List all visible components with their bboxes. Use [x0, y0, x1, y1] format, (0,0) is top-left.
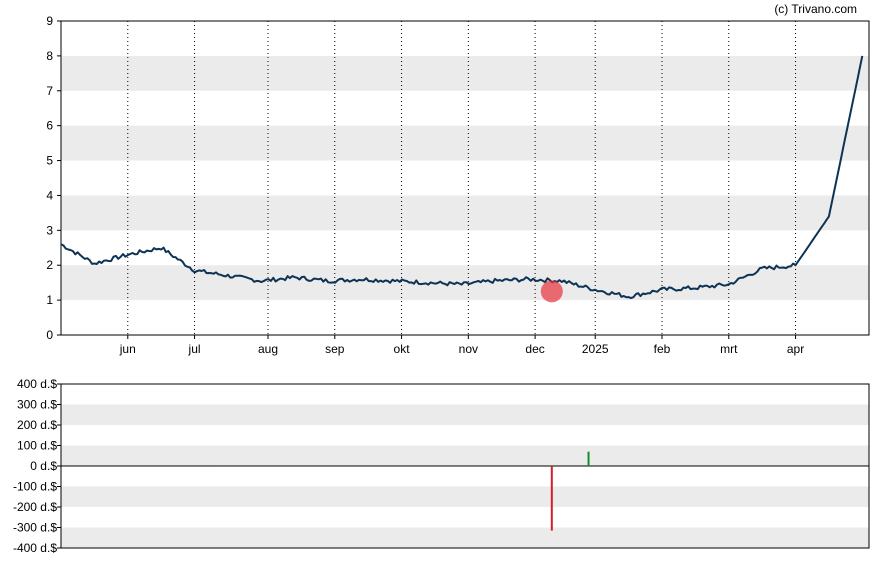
x-tick-label: nov [459, 342, 478, 356]
y-tick-label-bottom: 200 d.$ [17, 418, 57, 432]
x-tick-label: feb [654, 342, 671, 356]
y-tick-label-bottom: -100 d.$ [13, 480, 57, 494]
y-tick-label-bottom: 100 d.$ [17, 439, 57, 453]
y-tick-label-top: 9 [46, 14, 53, 28]
y-tick-label-top: 7 [46, 84, 53, 98]
x-tick-label: jun [119, 342, 136, 356]
watermark: (c) Trivano.com [774, 2, 857, 16]
y-tick-label-top: 5 [46, 154, 53, 168]
y-tick-label-bottom: -300 d.$ [13, 521, 57, 535]
y-tick-label-top: 1 [46, 293, 53, 307]
band-top [61, 195, 869, 231]
x-tick-label: dec [525, 342, 544, 356]
y-tick-label-top: 0 [46, 328, 53, 342]
band-bottom [61, 404, 869, 425]
band-bottom [61, 445, 869, 466]
y-tick-label-top: 2 [46, 258, 53, 272]
band-top [61, 55, 869, 91]
x-tick-label: okt [394, 342, 411, 356]
y-tick-label-top: 4 [46, 188, 53, 202]
frame-top [60, 20, 870, 336]
transaction-marker [540, 280, 563, 303]
y-tick-label-top: 6 [46, 119, 53, 133]
y-tick-label-bottom: 0 d.$ [30, 459, 57, 473]
x-tick-label: 2025 [582, 342, 609, 356]
y-tick-label-top: 3 [46, 223, 53, 237]
price-line [60, 55, 864, 300]
band-bottom [61, 527, 869, 548]
x-tick-label: jul [188, 342, 201, 356]
x-tick-label: aug [258, 342, 278, 356]
y-tick-label-top: 8 [46, 49, 53, 63]
x-tick-label: apr [787, 342, 804, 356]
y-tick-label-bottom: 300 d.$ [17, 398, 57, 412]
band-bottom [61, 486, 869, 507]
y-tick-label-bottom: -200 d.$ [13, 500, 57, 514]
y-tick-label-bottom: -400 d.$ [13, 541, 57, 555]
y-tick-label-bottom: 400 d.$ [17, 377, 57, 391]
band-top [61, 125, 869, 161]
x-tick-label: sep [325, 342, 345, 356]
x-tick-label: mrt [720, 342, 738, 356]
